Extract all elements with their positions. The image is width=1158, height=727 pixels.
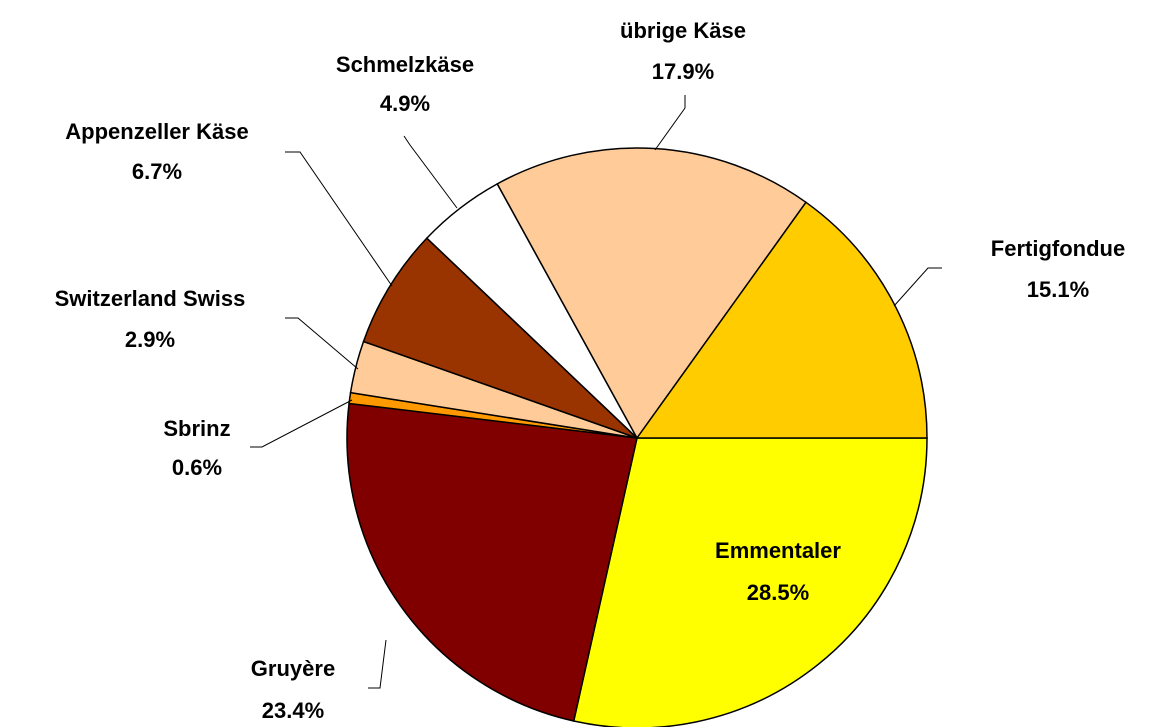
slice-label: Fertigfondue [991,236,1125,261]
slice-label: Emmentaler [715,538,841,563]
slice-label: Appenzeller Käse [65,119,248,144]
leader-line [285,317,359,370]
value-label: 28.5% [747,580,809,605]
value-label: 6.7% [132,159,182,184]
value-label: 23.4% [262,698,324,723]
leader-line [893,267,942,307]
value-label: 2.9% [125,327,175,352]
leader-line [654,95,686,151]
slice-label: übrige Käse [620,18,746,43]
value-label: 15.1% [1027,277,1089,302]
leader-line [250,399,353,448]
value-label: 0.6% [172,455,222,480]
leader-line [368,639,387,689]
leader-line [403,135,458,209]
pie-slice [362,237,638,439]
slice-label: Gruyère [251,656,335,681]
value-label: 4.9% [380,91,430,116]
leader-line [285,151,393,287]
pie-slice [572,437,928,727]
slice-label: Sbrinz [163,416,230,441]
slice-label: Schmelzkäse [336,52,474,77]
pie-slice [346,402,638,722]
pie-slice [496,147,808,440]
value-label: 17.9% [652,59,714,84]
slice-label: Switzerland Swiss [55,286,246,311]
